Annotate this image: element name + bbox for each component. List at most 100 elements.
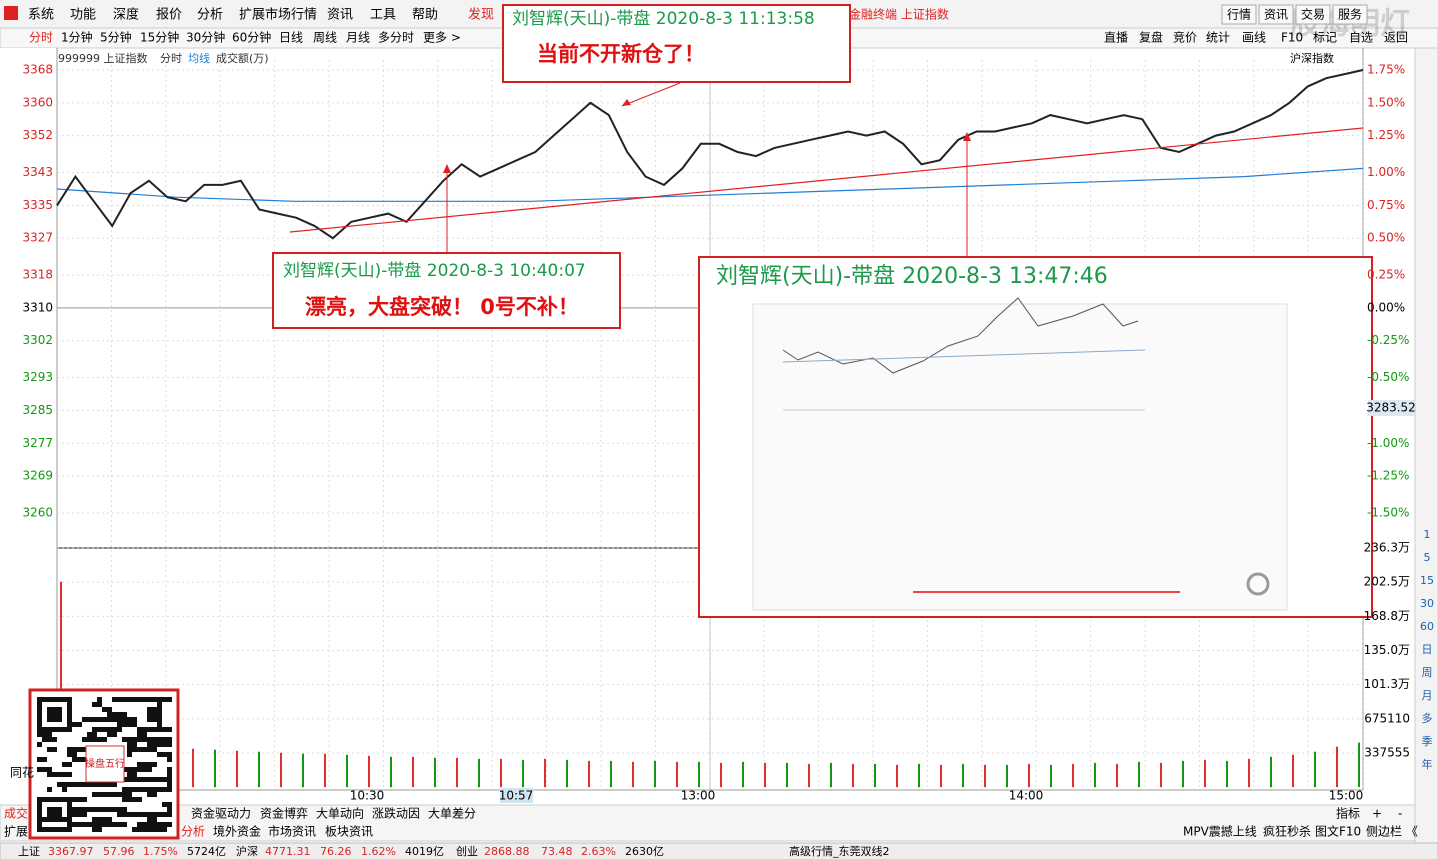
tab-button[interactable]: 侧边栏 《 bbox=[1366, 824, 1418, 839]
tab-button[interactable]: 指标 bbox=[1336, 806, 1360, 821]
tab[interactable]: 板块资讯 bbox=[325, 825, 373, 839]
tab[interactable]: 资金博弈 bbox=[260, 806, 308, 821]
qr-module bbox=[37, 807, 42, 812]
volume-bar bbox=[610, 760, 612, 788]
tab[interactable]: 涨跌动因 bbox=[372, 806, 420, 821]
qr-module bbox=[102, 807, 107, 812]
qr-module bbox=[142, 697, 147, 702]
menu-item[interactable]: 报价 bbox=[156, 8, 182, 23]
sidebar-item[interactable]: 日 bbox=[1422, 643, 1433, 656]
qr-module bbox=[97, 807, 102, 812]
qr-module bbox=[57, 827, 62, 832]
side-label: 同花 bbox=[10, 765, 34, 780]
tab-button[interactable]: - bbox=[1398, 807, 1402, 821]
qr-module bbox=[57, 812, 62, 817]
sidebar-item[interactable]: 15 bbox=[1420, 574, 1434, 587]
qr-module bbox=[42, 817, 47, 822]
period-tab[interactable]: 15分钟 bbox=[140, 30, 179, 45]
qr-module bbox=[67, 812, 72, 817]
tab-button[interactable]: MPV震撼上线 bbox=[1183, 825, 1257, 839]
tool-button[interactable]: 直播 bbox=[1104, 31, 1128, 45]
period-tab[interactable]: 日线 bbox=[279, 31, 303, 45]
qr-module bbox=[152, 762, 157, 767]
qr-module bbox=[57, 807, 62, 812]
sidebar-item[interactable]: 1 bbox=[1424, 528, 1431, 541]
tab[interactable]: 成交 bbox=[4, 806, 28, 821]
period-tab[interactable]: 30分钟 bbox=[186, 30, 225, 45]
y-tick-label: 3293 bbox=[22, 370, 53, 384]
menu-button[interactable] bbox=[1258, 4, 1294, 25]
period-tab[interactable]: 多分时 bbox=[378, 31, 414, 45]
qr-module bbox=[147, 707, 152, 712]
menu-button-label[interactable]: 行情 bbox=[1227, 8, 1251, 22]
sidebar-item[interactable]: 30 bbox=[1420, 597, 1434, 610]
tab[interactable]: 扩展 bbox=[4, 825, 28, 839]
qr-module bbox=[37, 817, 42, 822]
period-tab[interactable]: 更多 > bbox=[423, 31, 461, 45]
tool-button[interactable]: 竞价 bbox=[1173, 31, 1197, 45]
qr-module bbox=[97, 782, 102, 787]
tab-button[interactable]: 疯狂秒杀 bbox=[1263, 824, 1311, 839]
menu-button-label[interactable]: 资讯 bbox=[1264, 8, 1288, 22]
menu-item[interactable]: 深度 bbox=[113, 7, 139, 23]
sidebar-item[interactable]: 60 bbox=[1420, 620, 1434, 633]
period-tab[interactable]: 月线 bbox=[346, 31, 370, 45]
menu-button[interactable] bbox=[1221, 4, 1257, 25]
tab-button[interactable]: 图文F10 bbox=[1315, 824, 1361, 839]
sidebar-item[interactable]: 月 bbox=[1422, 689, 1433, 702]
tab[interactable]: 分析 bbox=[181, 825, 205, 839]
sidebar-item[interactable]: 年 bbox=[1422, 757, 1433, 771]
tool-button[interactable]: 返回 bbox=[1384, 31, 1408, 45]
menu-item[interactable]: 工具 bbox=[370, 8, 396, 23]
tool-button[interactable]: F10 bbox=[1281, 31, 1303, 45]
period-tab[interactable]: 60分钟 bbox=[232, 30, 271, 45]
qr-module bbox=[67, 772, 72, 777]
sidebar-item[interactable]: 多 bbox=[1422, 711, 1433, 725]
tool-button[interactable]: 复盘 bbox=[1139, 30, 1163, 45]
period-tab[interactable]: 5分钟 bbox=[100, 30, 132, 45]
period-tab[interactable]: 分时 bbox=[29, 31, 53, 45]
menu-item[interactable]: 帮助 bbox=[412, 8, 438, 23]
menu-item[interactable]: 系统 bbox=[28, 8, 54, 23]
qr-module bbox=[167, 772, 172, 777]
qr-module bbox=[147, 747, 152, 752]
qr-module bbox=[162, 737, 167, 742]
menu-item[interactable]: 发现 bbox=[468, 7, 494, 23]
tab[interactable]: 大单差分 bbox=[428, 807, 476, 821]
menu-button[interactable] bbox=[1295, 4, 1331, 25]
menu-button-label[interactable]: 服务 bbox=[1338, 7, 1362, 22]
qr-module bbox=[122, 717, 127, 722]
menu-button[interactable] bbox=[1332, 4, 1368, 25]
volume-tick-label: 168.8万 bbox=[1364, 609, 1410, 623]
tool-button[interactable]: 统计 bbox=[1206, 31, 1230, 45]
tab[interactable]: 市场资讯 bbox=[268, 824, 316, 839]
qr-module bbox=[137, 777, 142, 782]
sidebar-item[interactable]: 季 bbox=[1422, 735, 1433, 748]
volume-bar bbox=[1358, 742, 1360, 788]
qr-module bbox=[152, 777, 157, 782]
zoom-icon[interactable] bbox=[1246, 572, 1270, 596]
period-tab[interactable]: 1分钟 bbox=[61, 30, 93, 45]
tool-button[interactable]: 画线 bbox=[1242, 31, 1266, 45]
menu-item[interactable]: 功能 bbox=[70, 8, 96, 23]
tab[interactable]: 境外资金 bbox=[213, 824, 261, 839]
sidebar-item[interactable]: 周 bbox=[1422, 666, 1433, 679]
qr-module bbox=[67, 807, 72, 812]
tab-button[interactable]: + bbox=[1372, 807, 1382, 821]
menu-item[interactable]: 分析 bbox=[197, 8, 223, 23]
tool-button[interactable]: 自选 bbox=[1349, 31, 1373, 45]
qr-module bbox=[152, 737, 157, 742]
qr-module bbox=[112, 782, 117, 787]
tab[interactable]: 资金驱动力 bbox=[191, 806, 251, 821]
status-item: 1.62% bbox=[361, 845, 396, 858]
period-tab[interactable]: 周线 bbox=[313, 31, 337, 45]
qr-module bbox=[92, 822, 97, 827]
volume-bar bbox=[720, 762, 722, 788]
tab[interactable]: 大单动向 bbox=[316, 806, 364, 821]
qr-module bbox=[157, 827, 162, 832]
menu-item[interactable]: 扩展市场行情 bbox=[239, 7, 317, 23]
tool-button[interactable]: 标记 bbox=[1313, 31, 1337, 45]
menu-button-label[interactable]: 交易 bbox=[1301, 7, 1325, 22]
menu-item[interactable]: 资讯 bbox=[327, 8, 353, 23]
sidebar-item[interactable]: 5 bbox=[1424, 551, 1431, 564]
